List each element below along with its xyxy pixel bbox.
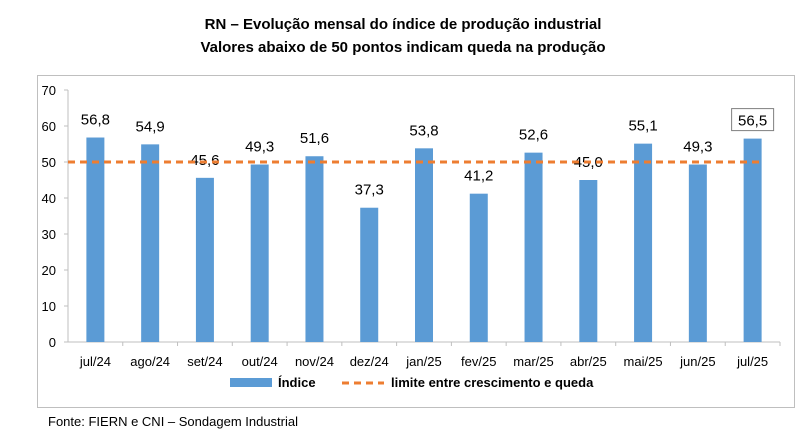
bar bbox=[195, 177, 214, 342]
y-tick-label: 50 bbox=[42, 155, 56, 170]
data-label: 41,2 bbox=[464, 168, 493, 185]
x-tick-label: jun/25 bbox=[679, 354, 715, 369]
bar bbox=[305, 156, 324, 342]
x-tick-label: mai/25 bbox=[624, 354, 663, 369]
y-tick-label: 30 bbox=[42, 227, 56, 242]
y-tick-label: 70 bbox=[42, 83, 56, 98]
x-tick-label: set/24 bbox=[187, 354, 222, 369]
chart-subtitle: Valores abaixo de 50 pontos indicam qued… bbox=[200, 39, 606, 56]
x-tick-label: jul/24 bbox=[79, 354, 111, 369]
data-label: 37,3 bbox=[355, 182, 384, 199]
bar bbox=[579, 180, 598, 342]
data-label-box bbox=[731, 108, 775, 132]
legend-label-indice: Índice bbox=[278, 375, 316, 390]
chart-title: RN – Evolução mensal do índice de produç… bbox=[204, 16, 602, 33]
y-tick-label: 10 bbox=[42, 299, 56, 314]
x-tick-label: fev/25 bbox=[461, 354, 496, 369]
x-tick-label: abr/25 bbox=[570, 354, 607, 369]
data-label: 49,3 bbox=[683, 139, 712, 156]
bar bbox=[469, 193, 488, 342]
bar bbox=[688, 164, 707, 342]
chart-frame bbox=[37, 75, 795, 408]
bar bbox=[141, 144, 160, 342]
bar bbox=[415, 148, 433, 342]
x-tick-label: jan/25 bbox=[405, 354, 441, 369]
data-label: 53,8 bbox=[409, 122, 438, 139]
bar bbox=[634, 143, 653, 342]
y-tick-label: 60 bbox=[42, 119, 56, 134]
bar bbox=[86, 137, 105, 342]
y-tick-label: 40 bbox=[42, 191, 56, 206]
x-tick-label: ago/24 bbox=[130, 354, 170, 369]
x-tick-label: mar/25 bbox=[513, 354, 553, 369]
bar bbox=[743, 138, 762, 342]
x-tick-label: jul/25 bbox=[736, 354, 768, 369]
data-label: 55,1 bbox=[628, 118, 657, 135]
x-tick-label: nov/24 bbox=[295, 354, 334, 369]
data-label: 56,8 bbox=[81, 112, 110, 129]
data-label: 51,6 bbox=[300, 130, 329, 147]
data-label: 45,6 bbox=[190, 152, 219, 169]
bar bbox=[360, 207, 379, 342]
x-tick-label: dez/24 bbox=[350, 354, 389, 369]
x-tick-label: out/24 bbox=[242, 354, 278, 369]
y-tick-label: 0 bbox=[49, 335, 56, 350]
data-label: 54,9 bbox=[136, 118, 165, 135]
data-label: 49,3 bbox=[245, 139, 274, 156]
legend-swatch-indice bbox=[230, 378, 272, 387]
legend-label-limite: limite entre crescimento e queda bbox=[391, 375, 594, 390]
source-note: Fonte: FIERN e CNI – Sondagem Industrial bbox=[48, 414, 299, 429]
data-label: 56,5 bbox=[738, 113, 767, 130]
bar bbox=[250, 164, 269, 342]
y-tick-label: 20 bbox=[42, 263, 56, 278]
data-label: 52,6 bbox=[519, 127, 548, 144]
bar bbox=[524, 152, 543, 342]
